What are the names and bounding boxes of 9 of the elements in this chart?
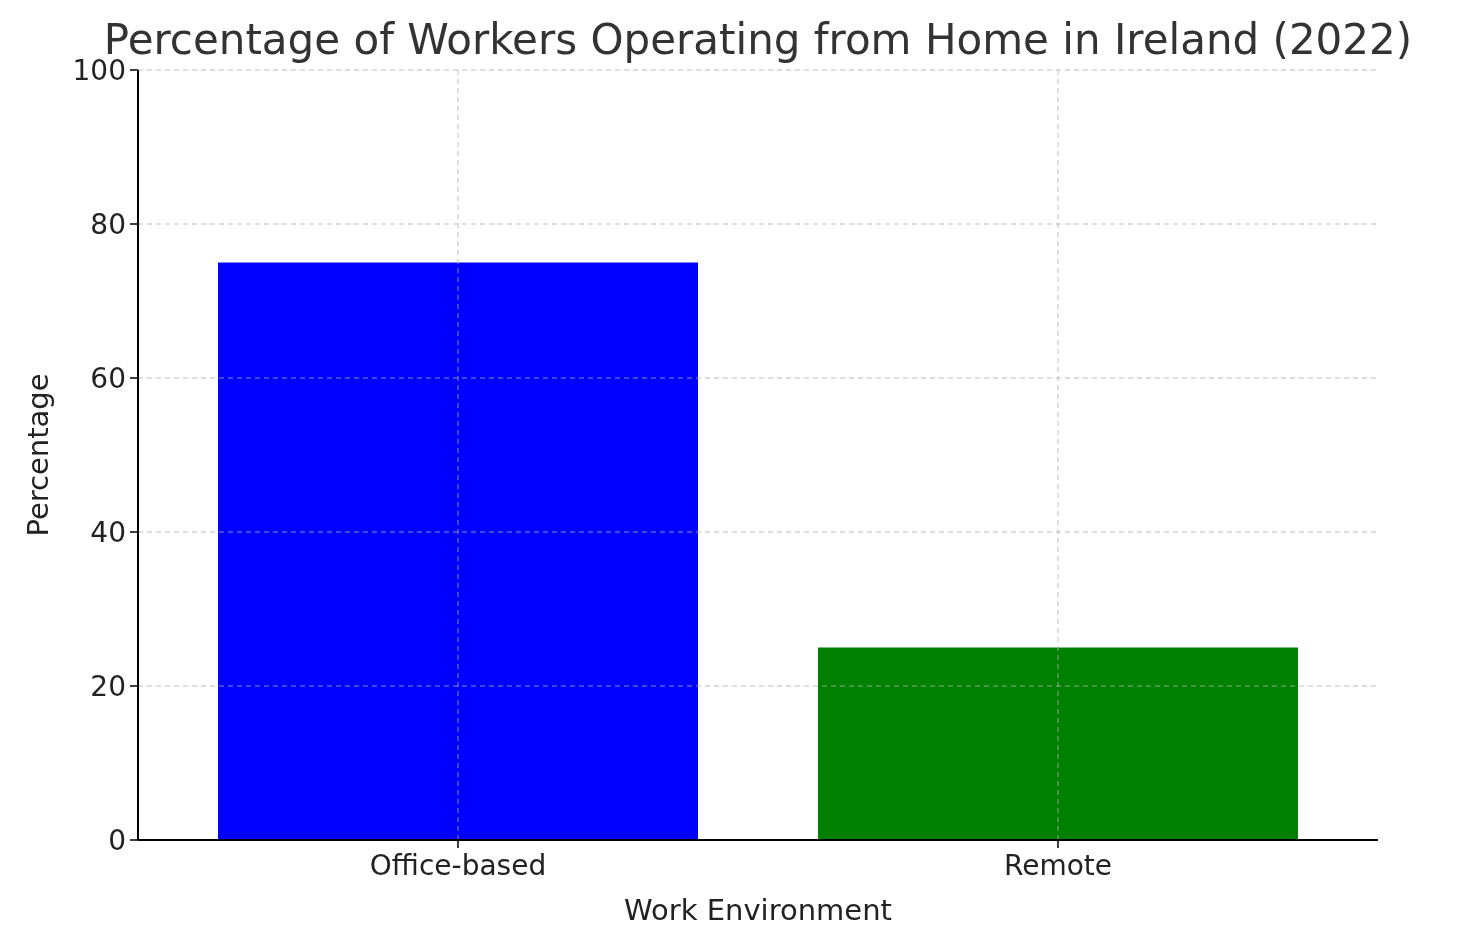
- y-axis-title: Percentage: [21, 373, 55, 537]
- y-tick-label: 80: [90, 207, 126, 241]
- x-tick-label: Office-based: [369, 849, 547, 882]
- y-tick-label: 60: [90, 361, 126, 395]
- y-tick-label: 0: [108, 823, 126, 857]
- x-tick-label: Remote: [1003, 849, 1113, 882]
- y-tick-label: 40: [90, 515, 126, 549]
- y-tick-label: 20: [90, 669, 126, 703]
- x-axis-title: Work Environment: [624, 893, 892, 927]
